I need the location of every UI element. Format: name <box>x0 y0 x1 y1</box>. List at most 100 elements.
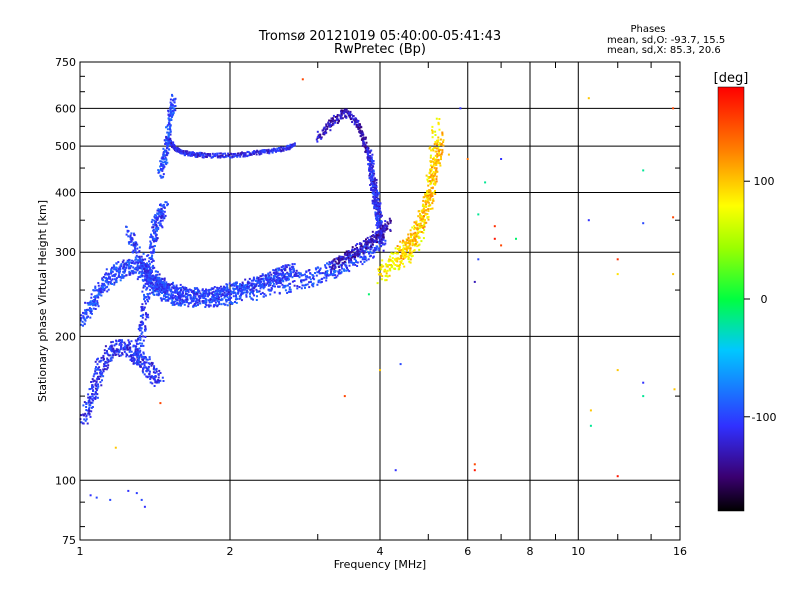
data-point <box>153 245 156 247</box>
data-point <box>157 373 160 376</box>
data-point <box>89 312 92 315</box>
data-point <box>291 263 294 266</box>
data-point <box>92 307 95 310</box>
data-point <box>164 299 167 302</box>
data-point <box>379 266 382 269</box>
data-point <box>190 289 192 292</box>
data-point <box>163 161 166 164</box>
data-point <box>379 215 382 218</box>
data-point <box>437 147 440 150</box>
data-point <box>181 291 184 294</box>
data-point <box>388 217 391 220</box>
data-point <box>148 262 151 265</box>
data-point <box>142 371 145 374</box>
data-point <box>369 151 371 154</box>
data-point <box>370 235 373 238</box>
data-point <box>226 288 229 291</box>
data-point <box>88 408 90 411</box>
data-point <box>192 153 195 156</box>
data-point <box>312 277 314 280</box>
data-point <box>156 209 159 212</box>
data-point <box>341 117 344 120</box>
data-point <box>275 282 278 285</box>
data-point <box>434 174 436 177</box>
data-point <box>226 292 229 295</box>
data-point <box>261 274 264 277</box>
data-point <box>235 283 238 286</box>
data-point <box>95 389 98 392</box>
data-point <box>166 131 169 134</box>
data-point <box>379 227 382 230</box>
data-point <box>115 349 118 352</box>
data-point <box>350 261 353 263</box>
data-point <box>435 178 438 181</box>
data-point <box>207 295 209 298</box>
data-point <box>304 275 307 278</box>
data-point <box>395 252 398 255</box>
data-point <box>165 201 168 204</box>
data-point <box>203 300 206 303</box>
data-point <box>102 276 105 278</box>
data-point <box>182 292 184 295</box>
data-point <box>125 262 128 265</box>
data-point <box>419 230 422 233</box>
data-point <box>182 287 185 290</box>
data-point <box>376 189 378 192</box>
data-point <box>227 289 229 292</box>
data-point <box>94 285 97 288</box>
data-point <box>139 326 142 329</box>
data-point <box>421 205 424 207</box>
data-point <box>361 263 364 266</box>
data-point <box>123 348 126 351</box>
data-point <box>396 245 399 248</box>
y-tick-label: 300 <box>55 246 76 259</box>
data-point <box>373 207 376 210</box>
data-point <box>389 228 392 231</box>
data-point <box>361 258 364 261</box>
data-point <box>86 409 89 412</box>
data-point <box>152 283 155 286</box>
data-point <box>181 285 184 288</box>
data-point <box>339 271 342 274</box>
data-point <box>441 132 444 135</box>
data-point <box>381 259 384 262</box>
data-point <box>191 154 194 157</box>
data-point <box>319 281 322 284</box>
data-point <box>100 290 102 293</box>
data-point <box>374 202 377 205</box>
data-point <box>92 389 94 392</box>
data-point <box>389 258 392 261</box>
data-point <box>325 123 328 126</box>
data-point <box>248 151 250 154</box>
data-point <box>473 463 476 466</box>
data-point <box>426 190 429 193</box>
data-point <box>146 263 149 266</box>
data-point <box>259 287 262 290</box>
data-point <box>380 240 383 243</box>
data-point <box>124 348 127 351</box>
data-point <box>341 262 344 265</box>
data-point <box>137 337 140 340</box>
data-point <box>85 311 87 314</box>
data-point <box>274 149 276 152</box>
data-point <box>132 249 135 252</box>
data-point <box>419 216 422 219</box>
data-point <box>402 252 405 255</box>
data-point <box>149 236 152 239</box>
data-point <box>270 287 273 289</box>
data-point <box>282 286 285 289</box>
data-point <box>115 270 118 273</box>
data-point <box>170 302 173 304</box>
data-point <box>435 175 438 178</box>
data-point <box>201 295 204 298</box>
data-point <box>280 266 283 269</box>
data-point <box>152 267 154 270</box>
data-point <box>148 363 151 366</box>
data-point <box>234 301 236 303</box>
data-point <box>80 317 83 320</box>
data-point <box>155 223 158 226</box>
data-point <box>327 263 330 266</box>
data-point <box>137 255 140 258</box>
data-point <box>352 263 355 266</box>
data-point <box>106 273 109 276</box>
